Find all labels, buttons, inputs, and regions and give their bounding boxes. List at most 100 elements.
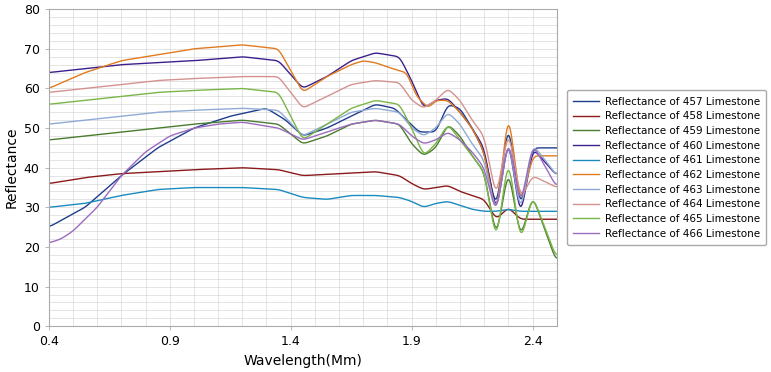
Reflectance of 462 Limestone [250, 44, 259, 48]
Reflectance of 466 Limestone [250, 122, 259, 126]
Reflectance of 461 Limestone [44, 205, 53, 209]
Reflectance of 463 Limestone [450, 116, 460, 121]
Reflectance of 458 Limestone [527, 217, 536, 221]
Reflectance of 461 Limestone [268, 187, 278, 192]
Reflectance of 464 Limestone [393, 81, 402, 85]
Reflectance of 457 Limestone [96, 192, 106, 196]
Reflectance of 464 Limestone [44, 90, 53, 94]
Line: Reflectance of 458 Limestone: Reflectance of 458 Limestone [49, 168, 557, 219]
Reflectance of 462 Limestone [450, 105, 460, 109]
Reflectance of 458 Limestone [237, 166, 247, 170]
Reflectance of 460 Limestone [516, 204, 525, 209]
Reflectance of 463 Limestone [44, 122, 53, 126]
Reflectance of 457 Limestone [441, 108, 450, 113]
Reflectance of 459 Limestone [250, 119, 259, 124]
Reflectance of 466 Limestone [450, 134, 460, 139]
Reflectance of 464 Limestone [250, 74, 259, 79]
Reflectance of 464 Limestone [552, 185, 561, 189]
Line: Reflectance of 465 Limestone: Reflectance of 465 Limestone [49, 89, 557, 254]
Reflectance of 464 Limestone [248, 74, 258, 79]
Reflectance of 462 Limestone [441, 98, 450, 103]
Reflectance of 457 Limestone [268, 110, 277, 114]
Line: Reflectance of 463 Limestone: Reflectance of 463 Limestone [49, 108, 557, 204]
Y-axis label: Reflectance: Reflectance [4, 127, 19, 208]
Reflectance of 464 Limestone [517, 191, 527, 195]
Reflectance of 459 Limestone [393, 122, 402, 127]
Reflectance of 462 Limestone [237, 43, 247, 47]
Reflectance of 465 Limestone [237, 86, 246, 91]
Reflectance of 466 Limestone [552, 182, 561, 186]
Reflectance of 457 Limestone [44, 224, 53, 228]
Reflectance of 460 Limestone [372, 51, 381, 55]
Reflectance of 462 Limestone [44, 86, 53, 90]
Reflectance of 460 Limestone [441, 97, 450, 101]
Reflectance of 461 Limestone [527, 209, 536, 214]
Reflectance of 458 Limestone [393, 173, 402, 178]
Reflectance of 466 Limestone [268, 125, 277, 129]
Reflectance of 463 Limestone [268, 108, 278, 112]
Reflectance of 463 Limestone [393, 110, 402, 115]
Reflectance of 457 Limestone [393, 109, 402, 114]
Line: Reflectance of 460 Limestone: Reflectance of 460 Limestone [49, 53, 557, 206]
Reflectance of 463 Limestone [96, 116, 106, 121]
Reflectance of 459 Limestone [96, 132, 106, 137]
Legend: Reflectance of 457 Limestone, Reflectance of 458 Limestone, Reflectance of 459 L: Reflectance of 457 Limestone, Reflectanc… [567, 90, 766, 245]
Reflectance of 466 Limestone [44, 240, 53, 245]
Reflectance of 457 Limestone [450, 104, 460, 109]
Reflectance of 457 Limestone [250, 109, 259, 113]
Reflectance of 461 Limestone [552, 209, 561, 214]
Reflectance of 461 Limestone [441, 200, 450, 204]
Reflectance of 458 Limestone [552, 217, 561, 221]
Reflectance of 460 Limestone [552, 171, 561, 176]
Line: Reflectance of 466 Limestone: Reflectance of 466 Limestone [49, 121, 557, 243]
Reflectance of 465 Limestone [450, 131, 460, 135]
Reflectance of 457 Limestone [372, 103, 382, 107]
Reflectance of 462 Limestone [268, 46, 278, 51]
Reflectance of 466 Limestone [393, 122, 402, 126]
Reflectance of 466 Limestone [441, 132, 450, 136]
Line: Reflectance of 459 Limestone: Reflectance of 459 Limestone [49, 120, 557, 258]
Reflectance of 460 Limestone [250, 56, 259, 60]
Reflectance of 463 Limestone [491, 202, 500, 206]
Reflectance of 465 Limestone [44, 102, 53, 106]
X-axis label: Wavelength(Mm): Wavelength(Mm) [244, 354, 362, 368]
Line: Reflectance of 457 Limestone: Reflectance of 457 Limestone [49, 105, 557, 226]
Reflectance of 464 Limestone [441, 89, 450, 94]
Reflectance of 465 Limestone [250, 87, 259, 92]
Reflectance of 458 Limestone [268, 167, 278, 171]
Reflectance of 458 Limestone [44, 181, 53, 186]
Line: Reflectance of 461 Limestone: Reflectance of 461 Limestone [49, 187, 557, 211]
Reflectance of 463 Limestone [237, 106, 247, 110]
Reflectance of 459 Limestone [450, 128, 460, 133]
Reflectance of 465 Limestone [96, 96, 106, 101]
Reflectance of 465 Limestone [552, 252, 561, 256]
Reflectance of 463 Limestone [552, 171, 561, 176]
Line: Reflectance of 462 Limestone: Reflectance of 462 Limestone [49, 45, 557, 205]
Reflectance of 459 Limestone [237, 118, 247, 122]
Reflectance of 460 Limestone [450, 104, 460, 108]
Reflectance of 462 Limestone [491, 203, 500, 207]
Reflectance of 465 Limestone [268, 90, 278, 94]
Reflectance of 460 Limestone [393, 55, 402, 60]
Reflectance of 466 Limestone [371, 118, 380, 123]
Reflectance of 458 Limestone [441, 184, 450, 188]
Reflectance of 464 Limestone [450, 93, 460, 97]
Reflectance of 458 Limestone [250, 166, 259, 171]
Reflectance of 462 Limestone [552, 154, 561, 158]
Reflectance of 465 Limestone [441, 126, 450, 131]
Reflectance of 461 Limestone [200, 185, 209, 190]
Reflectance of 458 Limestone [450, 187, 460, 191]
Reflectance of 462 Limestone [393, 68, 402, 73]
Reflectance of 459 Limestone [552, 256, 561, 260]
Reflectance of 461 Limestone [393, 195, 402, 200]
Reflectance of 460 Limestone [268, 58, 277, 62]
Reflectance of 460 Limestone [44, 70, 53, 75]
Reflectance of 460 Limestone [96, 65, 106, 69]
Reflectance of 463 Limestone [441, 114, 450, 118]
Reflectance of 461 Limestone [450, 201, 460, 206]
Reflectance of 464 Limestone [96, 84, 106, 89]
Reflectance of 459 Limestone [44, 138, 53, 142]
Reflectance of 457 Limestone [552, 146, 561, 150]
Reflectance of 465 Limestone [393, 103, 402, 107]
Reflectance of 459 Limestone [441, 128, 450, 132]
